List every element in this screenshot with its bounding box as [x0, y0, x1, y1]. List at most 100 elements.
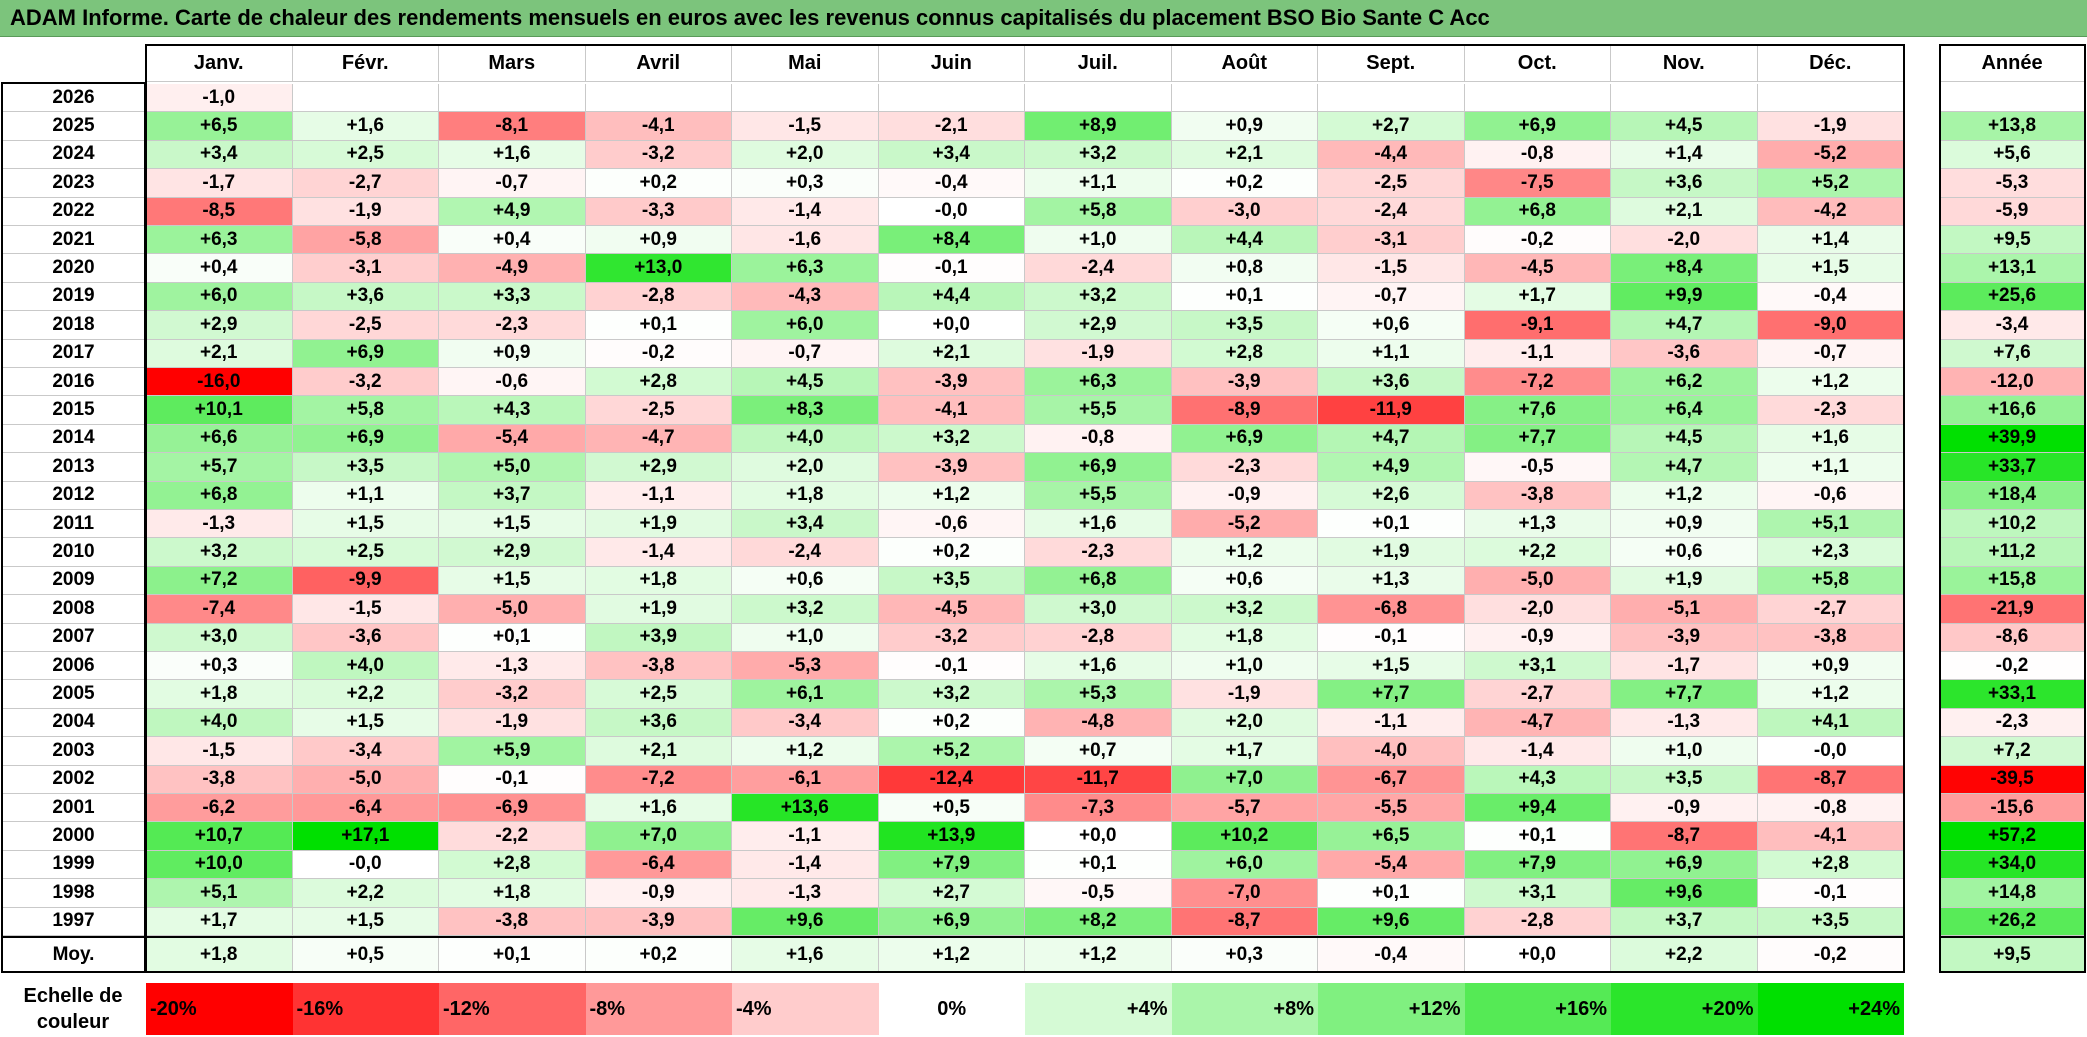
heatmap-cell: -1,7 [1611, 652, 1758, 681]
heatmap-cell: +1,5 [1318, 652, 1465, 681]
heatmap-cell: -0,0 [1757, 737, 1904, 766]
heatmap-cell: +1,9 [585, 510, 732, 539]
annual-cell: +57,2 [1940, 822, 2085, 851]
heatmap-cell: +1,4 [1757, 226, 1904, 255]
heatmap-cell: -0,9 [1611, 794, 1758, 823]
heatmap-cell: +3,5 [1757, 907, 1904, 936]
heatmap-cell: +5,8 [292, 396, 439, 425]
month-header: Juin [878, 46, 1025, 82]
annual-cell: +39,9 [1940, 424, 2085, 454]
heatmap-cell: +7,7 [1318, 680, 1465, 709]
heatmap-cell: +6,0 [1171, 850, 1318, 880]
heatmap-cell: -0,0 [292, 850, 439, 880]
heatmap-cell: +8,9 [1025, 112, 1172, 141]
average-cell: +1,8 [146, 938, 293, 972]
year-label: 2003 [2, 737, 146, 766]
heatmap-cell: -3,8 [146, 765, 293, 794]
heatmap-cell: +2,2 [292, 879, 439, 908]
heatmap-cell: +1,2 [1611, 481, 1758, 510]
heatmap-cell: -0,6 [1757, 481, 1904, 510]
heatmap-cell: -1,1 [585, 481, 732, 510]
heatmap-cell: +1,5 [439, 566, 586, 596]
heatmap-cell: -0,7 [439, 169, 586, 198]
heatmap-cell: +1,9 [1611, 566, 1758, 596]
heatmap-cell: +0,1 [585, 311, 732, 340]
heatmap-cell: +9,9 [1611, 282, 1758, 312]
heatmap-cell: -2,7 [1464, 680, 1611, 709]
average-cell: +1,6 [732, 938, 879, 972]
heatmap-cell: -4,1 [585, 112, 732, 141]
heatmap-cell: -1,0 [146, 84, 293, 113]
heatmap-cell: -7,2 [1464, 368, 1611, 397]
heatmap-cell: +2,1 [1171, 140, 1318, 170]
heatmap-cell: +1,3 [1464, 510, 1611, 539]
year-label: 2010 [2, 538, 146, 567]
year-label: 2005 [2, 680, 146, 709]
heatmap-cell: -2,5 [1318, 169, 1465, 198]
heatmap-cell: -2,3 [1171, 453, 1318, 482]
heatmap-cell: -1,9 [1757, 112, 1904, 141]
heatmap-cell: +5,7 [146, 453, 293, 482]
heatmap-cell: +4,5 [732, 368, 879, 397]
heatmap-cell [1611, 84, 1758, 113]
annual-cell: +16,6 [1940, 396, 2085, 425]
heatmap-cell: +1,3 [1318, 566, 1465, 596]
scale-stop: -8% [585, 983, 732, 1035]
year-label: 2021 [2, 226, 146, 255]
heatmap-cell: -11,9 [1318, 396, 1465, 425]
heatmap-cell: +3,6 [585, 708, 732, 738]
heatmap-cell: -3,8 [439, 907, 586, 936]
month-header: Août [1171, 46, 1318, 82]
average-cell: -0,2 [1757, 938, 1904, 972]
scale-stop: 0% [878, 983, 1025, 1035]
heatmap-cell: +1,2 [1171, 538, 1318, 567]
heatmap-cell: -2,8 [585, 282, 732, 312]
heatmap-cell: +8,2 [1025, 907, 1172, 936]
heatmap-cell: +1,6 [1025, 652, 1172, 681]
heatmap-cell: -5,3 [732, 652, 879, 681]
heatmap-cell: +6,9 [878, 907, 1025, 936]
heatmap-cell: +6,3 [732, 254, 879, 283]
heatmap-cell: -0,1 [439, 765, 586, 794]
heatmap-cell: -2,7 [292, 169, 439, 198]
heatmap-cell: +1,7 [146, 907, 293, 936]
heatmap-cell: -1,6 [732, 226, 879, 255]
heatmap-cell: +5,8 [1757, 566, 1904, 596]
heatmap-cell: +6,8 [1025, 566, 1172, 596]
average-cell: +1,2 [878, 938, 1025, 972]
month-header: Mai [732, 46, 879, 82]
heatmap-cell: +0,1 [439, 623, 586, 652]
heatmap-cell: +3,6 [1611, 169, 1758, 198]
heatmap-cell: -3,2 [439, 680, 586, 709]
average-separator [145, 936, 1905, 938]
heatmap-cell: -2,4 [732, 538, 879, 567]
heatmap-cell: -1,9 [1171, 680, 1318, 709]
year-label: 2017 [2, 339, 146, 368]
heatmap-cell: -1,5 [732, 112, 879, 141]
scale-stop: +16% [1464, 983, 1611, 1035]
heatmap-cell: +1,6 [1025, 510, 1172, 539]
heatmap-cell: -3,2 [878, 623, 1025, 652]
heatmap-cell: -1,1 [1464, 339, 1611, 368]
heatmap-cell [1025, 84, 1172, 113]
heatmap-cell: -5,2 [1171, 510, 1318, 539]
heatmap-cell [1464, 84, 1611, 113]
annual-cell: -21,9 [1940, 595, 2085, 624]
scale-stop: +24% [1757, 983, 1904, 1035]
heatmap-cell: -3,3 [585, 197, 732, 226]
heatmap-cell: -0,2 [585, 339, 732, 368]
heatmap-cell: -0,9 [585, 879, 732, 908]
heatmap-cell: -2,0 [1611, 226, 1758, 255]
heatmap-cell: -6,4 [292, 794, 439, 823]
heatmap-cell: +10,0 [146, 850, 293, 880]
heatmap-cell: +1,5 [292, 907, 439, 936]
heatmap-cell: -2,3 [1757, 396, 1904, 425]
heatmap-cell: +3,2 [1025, 282, 1172, 312]
heatmap-cell: +1,8 [732, 481, 879, 510]
heatmap-cell: +5,2 [1757, 169, 1904, 198]
heatmap-cell: +6,5 [1318, 822, 1465, 851]
scale-stop: +8% [1171, 983, 1318, 1035]
heatmap-cell: +2,2 [292, 680, 439, 709]
heatmap-cell: +1,8 [146, 680, 293, 709]
year-label: 1999 [2, 850, 146, 880]
